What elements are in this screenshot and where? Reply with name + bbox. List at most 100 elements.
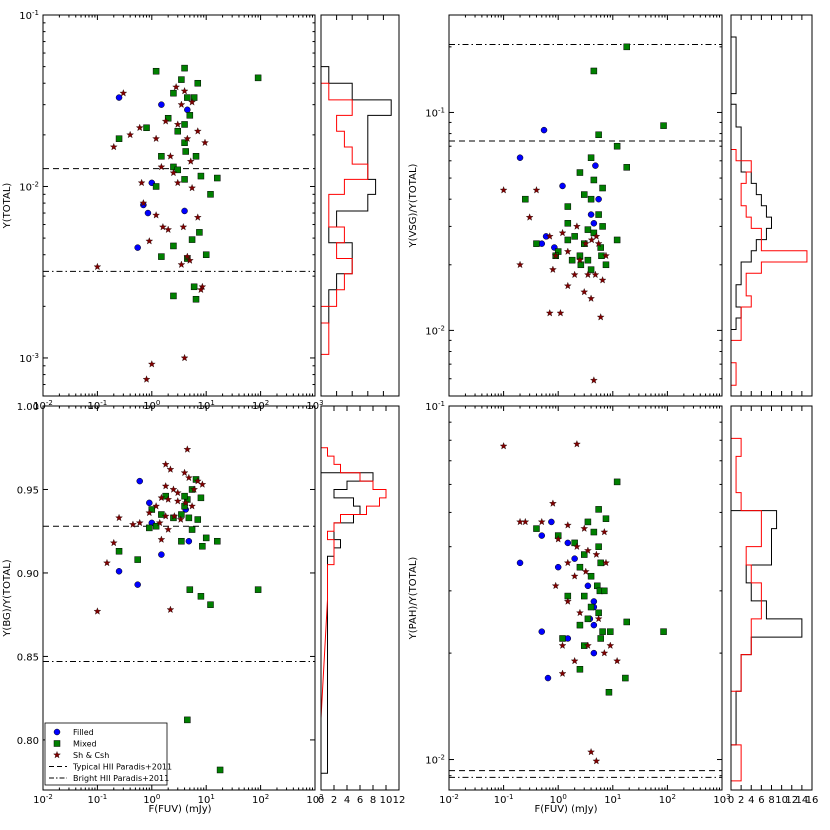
panel-top-left-side <box>320 14 400 397</box>
data-point-mixed <box>576 666 584 673</box>
data-point-filled <box>134 244 141 251</box>
panel-bottom-right: 10-2 10-1 100 101 102 103 10-2 10-1 Y(PAH)/Y(TOT… <box>408 400 731 806</box>
data-point-filled <box>516 154 524 161</box>
histogram-step-black <box>321 447 374 774</box>
data-point-shell <box>152 211 160 219</box>
data-point-shell <box>180 468 189 477</box>
data-point-mixed <box>599 628 606 635</box>
data-point-shell <box>570 270 579 279</box>
data-point-mixed <box>197 172 205 180</box>
data-point-mixed <box>170 292 177 300</box>
y-tick-label: 10-2 <box>425 754 445 767</box>
y-tick-label: 10-2 <box>19 180 39 193</box>
data-point-shell <box>606 641 615 649</box>
legend-label: Filled <box>73 728 94 737</box>
data-point-shell <box>197 285 205 293</box>
data-point-shell <box>142 375 151 383</box>
panel-bottom-left-side: 0 2 4 6 8 10 12 <box>318 405 405 806</box>
data-point-shell <box>602 251 610 260</box>
data-point-filled <box>592 162 599 169</box>
data-point-mixed <box>598 252 605 260</box>
data-point-shell <box>190 485 198 493</box>
data-point-shell <box>592 757 601 765</box>
data-point-mixed <box>597 635 604 642</box>
hist-x-tick-label: 8 <box>370 795 376 806</box>
data-point-shell <box>53 750 61 759</box>
data-point-mixed <box>587 154 595 161</box>
hist-x-tick-label: 12 <box>785 795 798 806</box>
data-point-mixed <box>182 148 189 155</box>
data-point-shell <box>591 270 600 279</box>
data-point-mixed <box>577 261 585 269</box>
data-point-filled <box>595 195 602 203</box>
x-tick-label: 100 <box>550 793 567 806</box>
data-point-shell <box>185 473 193 482</box>
data-point-shell <box>164 525 173 533</box>
x-tick-label: 10-1 <box>88 793 108 806</box>
panel-top-right: 10-2 10-1 Y(VSG)/Y(TOTAL) <box>408 14 723 397</box>
data-point-shell <box>549 499 557 507</box>
data-point-shell <box>537 517 546 526</box>
data-point-mixed <box>207 601 214 608</box>
hist-x-tick-label: 0 <box>318 795 324 806</box>
data-point-shell <box>532 186 541 194</box>
legend-label: Sh & Csh <box>73 751 109 760</box>
data-point-filled <box>146 499 153 507</box>
data-point-shell <box>186 157 195 165</box>
data-point-filled <box>516 559 524 567</box>
data-point-shell <box>600 528 609 536</box>
data-point-shell <box>558 228 567 237</box>
data-point-mixed <box>170 89 177 97</box>
data-point-mixed <box>584 256 592 264</box>
data-point-shell <box>183 445 192 453</box>
data-point-shell <box>155 518 164 527</box>
data-point-mixed <box>613 142 621 150</box>
data-point-shell <box>201 138 209 146</box>
data-point-shell <box>499 186 508 194</box>
data-point-mixed <box>584 518 592 526</box>
data-point-shell <box>179 223 188 231</box>
hist-x-tick-label: 14 <box>796 795 809 806</box>
legend-label: Mixed <box>73 740 97 749</box>
data-point-shell <box>180 353 189 362</box>
hist-x-tick-label: 6 <box>357 795 363 806</box>
data-point-mixed <box>597 559 604 567</box>
data-point-mixed <box>174 166 182 174</box>
data-point-shell <box>109 538 118 547</box>
data-point-filled <box>571 555 578 562</box>
data-point-mixed <box>533 525 540 532</box>
data-point-mixed <box>134 556 141 563</box>
data-point-shell <box>177 100 186 108</box>
data-point-shell <box>177 260 186 268</box>
data-point-shell <box>176 515 185 523</box>
data-point-shell <box>576 608 584 617</box>
data-point-filled <box>590 649 598 657</box>
data-point-filled <box>115 94 123 101</box>
data-point-mixed <box>581 191 588 198</box>
data-point-shell <box>115 513 123 522</box>
data-point-mixed <box>607 628 614 635</box>
data-point-mixed <box>559 635 566 642</box>
data-point-mixed <box>254 586 262 593</box>
data-point-mixed <box>188 526 196 533</box>
data-point-mixed <box>152 183 160 190</box>
data-point-shell <box>590 376 598 384</box>
data-point-mixed <box>576 621 584 629</box>
data-point-mixed <box>181 176 188 183</box>
data-point-mixed <box>186 586 194 593</box>
data-point-mixed <box>181 139 188 146</box>
data-point-mixed <box>196 229 203 236</box>
data-point-shell <box>169 485 178 493</box>
data-point-shell <box>198 480 207 488</box>
data-point-mixed <box>181 121 188 128</box>
x-axis-label-right: F(FUV) (mJy) <box>534 804 597 815</box>
data-point-mixed <box>587 195 595 203</box>
data-point-mixed <box>194 516 202 523</box>
axes-frame <box>448 405 723 791</box>
legend-label: Typical HII Paradis+2011 <box>72 763 172 772</box>
data-point-shell <box>613 656 621 665</box>
data-point-mixed <box>152 67 160 75</box>
histogram-step-black <box>321 66 392 355</box>
